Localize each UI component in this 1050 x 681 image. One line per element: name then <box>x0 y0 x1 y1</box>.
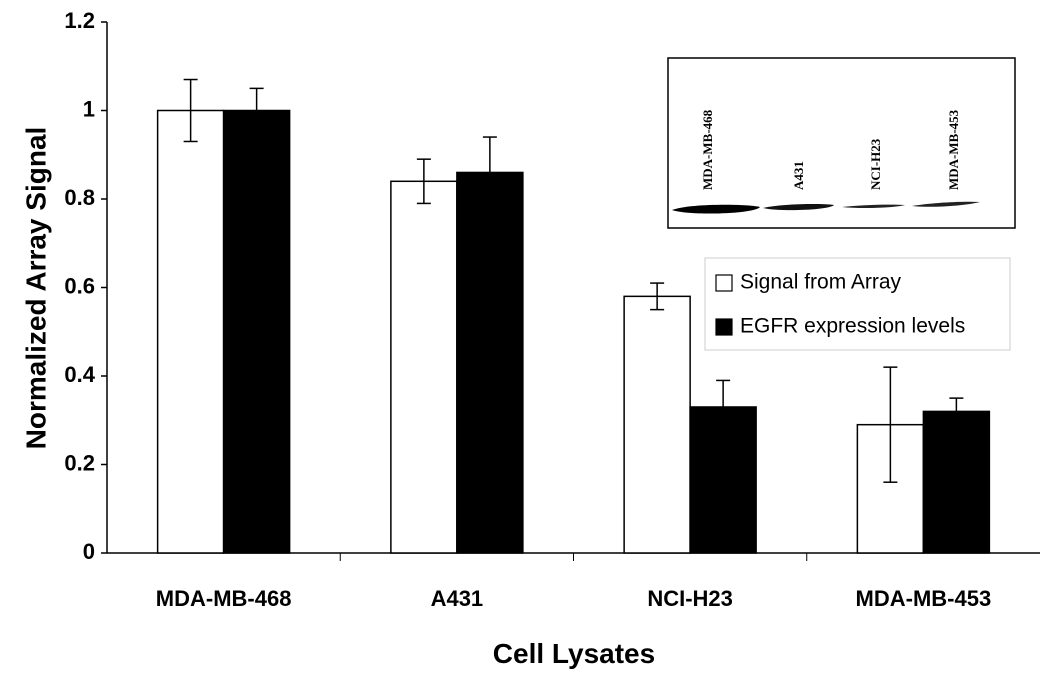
bar <box>156 109 225 554</box>
y-tick-label: 0.8 <box>64 185 95 210</box>
legend-swatch <box>715 318 733 336</box>
x-tick-label: A431 <box>431 586 484 611</box>
y-axis-title: Normalized Array Signal <box>20 127 51 450</box>
inset-label: A431 <box>791 161 806 190</box>
inset-label: NCI-H23 <box>868 138 883 190</box>
x-tick-label: NCI-H23 <box>647 586 733 611</box>
legend-frame <box>704 257 1011 351</box>
blot-band <box>842 204 905 209</box>
blot-band <box>763 204 834 211</box>
inset: MDA-MB-468 A431 NCI-H23 MDA-MB-453 <box>667 57 1016 229</box>
legend: Signal from Array EGFR expression levels <box>704 257 1011 351</box>
y-tick-label: 0 <box>83 539 95 564</box>
error-bar <box>183 78 198 143</box>
legend-label: Signal from Array <box>740 271 902 294</box>
y-tick-label: 0.2 <box>64 450 95 475</box>
error-bar <box>482 136 497 209</box>
x-tick-label: MDA-MB-468 <box>156 586 292 611</box>
blot-band <box>672 204 760 214</box>
y-tick-label: 1.2 <box>64 8 95 33</box>
bar <box>456 171 524 554</box>
bar <box>922 410 991 554</box>
bar <box>623 295 691 554</box>
legend-swatch <box>715 274 733 292</box>
y-tick-label: 0.6 <box>64 273 95 298</box>
inset-label: MDA-MB-453 <box>946 109 961 190</box>
legend-label: EGFR expression levels <box>740 315 965 338</box>
error-bar <box>716 379 731 435</box>
inset-frame <box>667 57 1016 229</box>
error-bar <box>249 87 264 134</box>
blot-band <box>912 201 980 207</box>
inset-label: MDA-MB-468 <box>700 109 715 190</box>
y-tick-label: 0.4 <box>64 362 95 387</box>
error-bar <box>883 366 898 483</box>
bar <box>390 180 458 554</box>
y-tick-label: 1 <box>83 96 95 121</box>
bar <box>222 109 291 554</box>
x-tick-label: MDA-MB-453 <box>856 586 992 611</box>
error-bar <box>416 158 431 205</box>
x-axis-title: Cell Lysates <box>493 638 655 669</box>
error-bar <box>949 397 964 426</box>
error-bar <box>650 282 665 311</box>
